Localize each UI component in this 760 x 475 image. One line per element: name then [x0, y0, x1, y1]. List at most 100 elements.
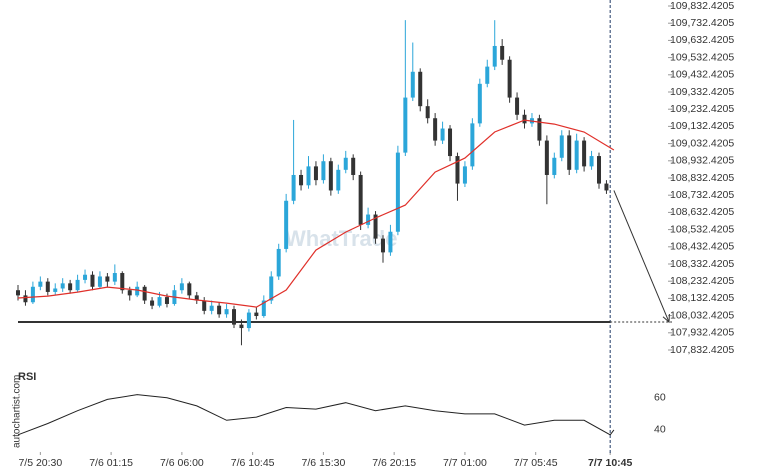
candle-body: [403, 97, 408, 153]
candle-body: [515, 97, 520, 115]
candle-body: [284, 200, 289, 249]
y-tick-label: 107,932.4205: [670, 327, 734, 339]
candle-body: [164, 297, 169, 304]
candle-body: [589, 156, 594, 167]
x-tick-label: 7/6 10:45: [231, 457, 275, 469]
candle-body: [537, 118, 542, 141]
y-tick-label: 108,232.4205: [670, 275, 734, 287]
candle-body: [194, 295, 199, 301]
rsi-tick-label: 60: [654, 392, 666, 404]
candle-body: [321, 161, 326, 181]
candle-body: [485, 66, 490, 84]
y-tick-label: 108,332.4205: [670, 258, 734, 270]
rsi-tick-label: 40: [654, 424, 666, 436]
candle-body: [366, 214, 371, 225]
y-tick-label: 109,732.4205: [670, 17, 734, 29]
candle-body: [574, 140, 579, 170]
moving-average: [17, 119, 615, 308]
candle-body: [448, 128, 453, 157]
x-tick-label: 7/6 20:15: [372, 457, 416, 469]
x-tick-label: 7/7 01:00: [443, 457, 487, 469]
candle-body: [112, 273, 117, 282]
candle-body: [373, 214, 378, 239]
watermark: WhatTrade: [285, 226, 397, 251]
y-tick-label: 109,232.4205: [670, 103, 734, 115]
candle-body: [500, 45, 505, 60]
candle-body: [507, 59, 512, 98]
rsi-line: [17, 394, 615, 436]
candle-body: [60, 283, 65, 289]
x-tick-label: 7/6 15:30: [302, 457, 346, 469]
candle-body: [83, 274, 88, 280]
y-tick-label: 109,432.4205: [670, 69, 734, 81]
candle-body: [269, 276, 274, 301]
candle-body: [142, 286, 147, 301]
candle-body: [395, 152, 400, 232]
candle-body: [455, 156, 460, 184]
candle-body: [477, 83, 482, 124]
candle-body: [75, 279, 80, 291]
candle-body: [127, 290, 132, 296]
candle-body: [45, 281, 50, 292]
candle-body: [559, 135, 564, 158]
y-tick-label: 108,632.4205: [670, 206, 734, 218]
y-tick-label: 108,532.4205: [670, 223, 734, 235]
candle-body: [604, 183, 609, 191]
candle-body: [462, 166, 467, 184]
candle-body: [179, 283, 184, 291]
candle-body: [388, 231, 393, 253]
candle-body: [299, 174, 304, 186]
candle-body: [328, 161, 333, 191]
candle-body: [105, 276, 110, 282]
candle-body: [276, 248, 281, 277]
y-tick-label: 108,932.4205: [670, 155, 734, 167]
candle-body: [492, 45, 497, 67]
x-tick-label: 7/6 06:00: [160, 457, 204, 469]
candle-body: [261, 300, 266, 317]
y-tick-label: 109,632.4205: [670, 34, 734, 46]
candle-body: [157, 297, 162, 306]
x-tick-label: 7/6 01:15: [89, 457, 133, 469]
forecast-arrow: [613, 190, 670, 323]
candle-body: [68, 283, 73, 291]
candle-body: [522, 114, 527, 124]
y-tick-label: 108,132.4205: [670, 292, 734, 304]
x-tick-label: 7/5 20:30: [18, 457, 62, 469]
candle-body: [120, 273, 125, 291]
candle-body: [351, 157, 356, 175]
candle-body: [544, 140, 549, 175]
candle-body: [209, 305, 214, 311]
y-tick-label: 109,032.4205: [670, 137, 734, 149]
y-tick-label: 108,832.4205: [670, 172, 734, 184]
arrow-head: [662, 313, 670, 324]
candle-body: [202, 300, 207, 311]
candle-body: [217, 305, 222, 315]
y-tick-label: 109,332.4205: [670, 86, 734, 98]
candle-body: [336, 169, 341, 191]
candle-body: [291, 174, 296, 201]
candle-body: [306, 166, 311, 186]
candle-body: [30, 286, 35, 303]
candle-body: [135, 286, 140, 296]
candle-body: [418, 71, 423, 107]
candle-body: [582, 140, 587, 167]
candle-body: [440, 128, 445, 141]
x-tick-label: 7/7 10:45: [588, 457, 633, 469]
candle-body: [246, 312, 251, 329]
candle-body: [425, 106, 430, 119]
candle-body: [53, 288, 58, 292]
candle-body: [597, 156, 602, 184]
candle-body: [187, 283, 192, 296]
candle-body: [343, 157, 348, 170]
candle-body: [410, 71, 415, 98]
candle-body: [97, 276, 102, 287]
candle-body: [358, 174, 363, 225]
candle-body: [150, 300, 155, 306]
y-tick-label: 108,032.4205: [670, 309, 734, 321]
y-tick-label: 109,532.4205: [670, 51, 734, 63]
candle-body: [239, 324, 244, 329]
candle-body: [433, 118, 438, 141]
candle-body: [38, 281, 43, 287]
x-tick-label: 7/7 05:45: [514, 457, 558, 469]
